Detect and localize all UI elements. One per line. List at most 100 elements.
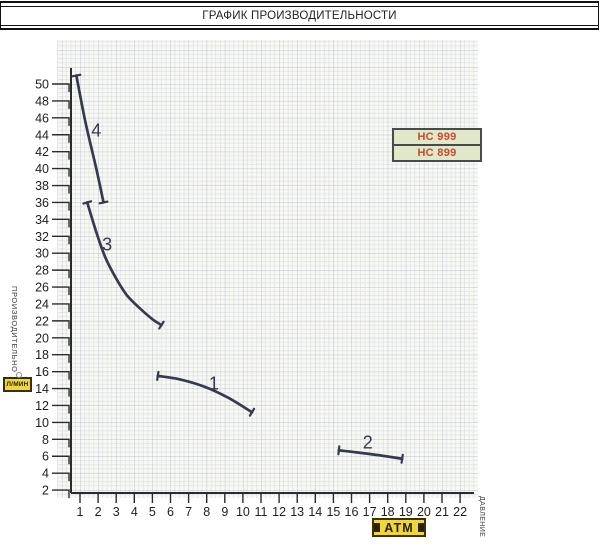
curve-label-2: 2: [363, 433, 373, 453]
y-tick-label: 14: [35, 382, 49, 396]
x-tick-label: 20: [417, 505, 431, 519]
y-tick: [52, 387, 70, 397]
y-tick: [52, 337, 70, 346]
y-tick-label: 12: [35, 399, 49, 413]
y-tick-label: 18: [35, 348, 49, 362]
y-tick: [52, 150, 70, 160]
y-tick-label: 20: [35, 331, 49, 345]
curve-end-mark: [82, 200, 93, 205]
y-tick-label: 44: [35, 128, 49, 142]
y-tick-label: 30: [35, 247, 49, 261]
y-tick: [52, 286, 70, 296]
y-tick: [52, 184, 70, 194]
y-tick: [52, 201, 70, 211]
y-tick-label: 34: [35, 213, 49, 227]
y-tick-label: 36: [35, 196, 49, 210]
y-tick-label: 22: [35, 314, 49, 328]
axis-lines: [70, 68, 474, 494]
y-tick: [52, 472, 70, 482]
y-tick-label: 28: [35, 264, 49, 278]
legend-label: НС 999: [417, 131, 457, 143]
curve-end-mark: [98, 200, 109, 205]
curve-end-mark: [337, 445, 341, 456]
x-tick-label: 7: [185, 505, 192, 519]
y-axis-title: ПРОИЗВОДИТЕЛЬНО: [10, 286, 19, 373]
curve-4: [75, 74, 105, 204]
legend-item-hc999: НС 999: [394, 130, 480, 144]
y-tick: [52, 134, 70, 143]
x-tick-label: 9: [221, 505, 228, 519]
x-tick-label: 19: [399, 505, 413, 519]
y-tick: [52, 167, 70, 177]
x-tick-label: 4: [131, 505, 138, 519]
curve-end-mark: [156, 370, 160, 381]
x-tick-label: 6: [167, 505, 174, 519]
curve-label-1: 1: [209, 373, 219, 393]
x-unit-tag: АТМ: [372, 518, 426, 537]
x-tick-label: 10: [236, 505, 250, 519]
y-tick-label: 50: [35, 78, 49, 92]
y-tick: [52, 455, 70, 465]
y-tick-label: 16: [35, 365, 49, 379]
x-tick-label: 2: [95, 505, 102, 519]
curve-end-mark: [248, 407, 256, 417]
x-tick-label: 16: [345, 505, 359, 519]
legend: НС 999 НС 899: [392, 128, 482, 162]
y-tick-label: 10: [35, 416, 49, 430]
x-unit-label: АТМ: [384, 520, 414, 535]
y-tick-label: 42: [35, 145, 49, 159]
x-tick-label: 13: [290, 505, 304, 519]
y-tick-label: 6: [42, 450, 49, 464]
title-banner-inner: ГРАФИК ПРОИЗВОДИТЕЛЬНОСТИ: [1, 5, 598, 26]
y-tick: [52, 421, 70, 431]
x-tick-label: 18: [381, 505, 395, 519]
curve-end-mark: [158, 320, 165, 330]
y-tick-label: 26: [35, 281, 49, 295]
y-tick-label: 24: [35, 297, 49, 311]
y-tick-label: 2: [42, 484, 49, 498]
y-tick: [52, 370, 70, 380]
y-tick: [52, 404, 70, 414]
y-tick: [52, 303, 70, 312]
y-tick: [52, 269, 70, 279]
x-tick-label: 8: [203, 505, 210, 519]
y-tick-label: 8: [42, 433, 49, 447]
x-tick-label: 12: [272, 505, 286, 519]
x-tick-label: 15: [326, 505, 340, 519]
y-tick: [52, 235, 70, 245]
y-tick-label: 46: [35, 111, 49, 125]
curve-label-3: 3: [102, 235, 112, 255]
x-tick-label: 5: [149, 505, 156, 519]
title-banner: ГРАФИК ПРОИЗВОДИТЕЛЬНОСТИ: [0, 1, 599, 30]
y-unit-label: Л/МИН: [6, 381, 29, 388]
curve-end-mark: [71, 73, 82, 78]
y-tick-label: 40: [35, 162, 49, 176]
curve-1: [156, 374, 254, 414]
y-tick-label: 4: [42, 467, 49, 481]
x-tick-label: 3: [113, 505, 120, 519]
curve-label-4: 4: [91, 121, 101, 141]
x-tick-label: 22: [453, 505, 467, 519]
y-tick: [52, 218, 70, 228]
legend-label: НС 899: [417, 147, 457, 159]
y-tick: [52, 100, 70, 109]
graph-paper: [57, 40, 478, 498]
y-tick-label: 32: [35, 230, 49, 244]
curve-end-mark: [400, 453, 404, 464]
y-tick-label: 38: [35, 179, 49, 193]
x-tick-label: 11: [255, 505, 268, 519]
x-tick-label: 17: [363, 505, 377, 519]
y-unit-tag: Л/МИН: [3, 372, 32, 392]
x-axis-title: ДАВЛЕНИЕ: [478, 496, 485, 538]
y-tick: [52, 83, 70, 92]
y-tick: [52, 252, 70, 262]
y-tick: [52, 320, 70, 329]
x-tick-label: 1: [77, 505, 84, 519]
y-tick-label: 48: [35, 94, 49, 108]
tag-hole-icon: [16, 372, 22, 378]
y-tick: [52, 489, 70, 499]
y-tick: [52, 117, 70, 126]
page-title: ГРАФИК ПРОИЗВОДИТЕЛЬНОСТИ: [202, 9, 397, 22]
